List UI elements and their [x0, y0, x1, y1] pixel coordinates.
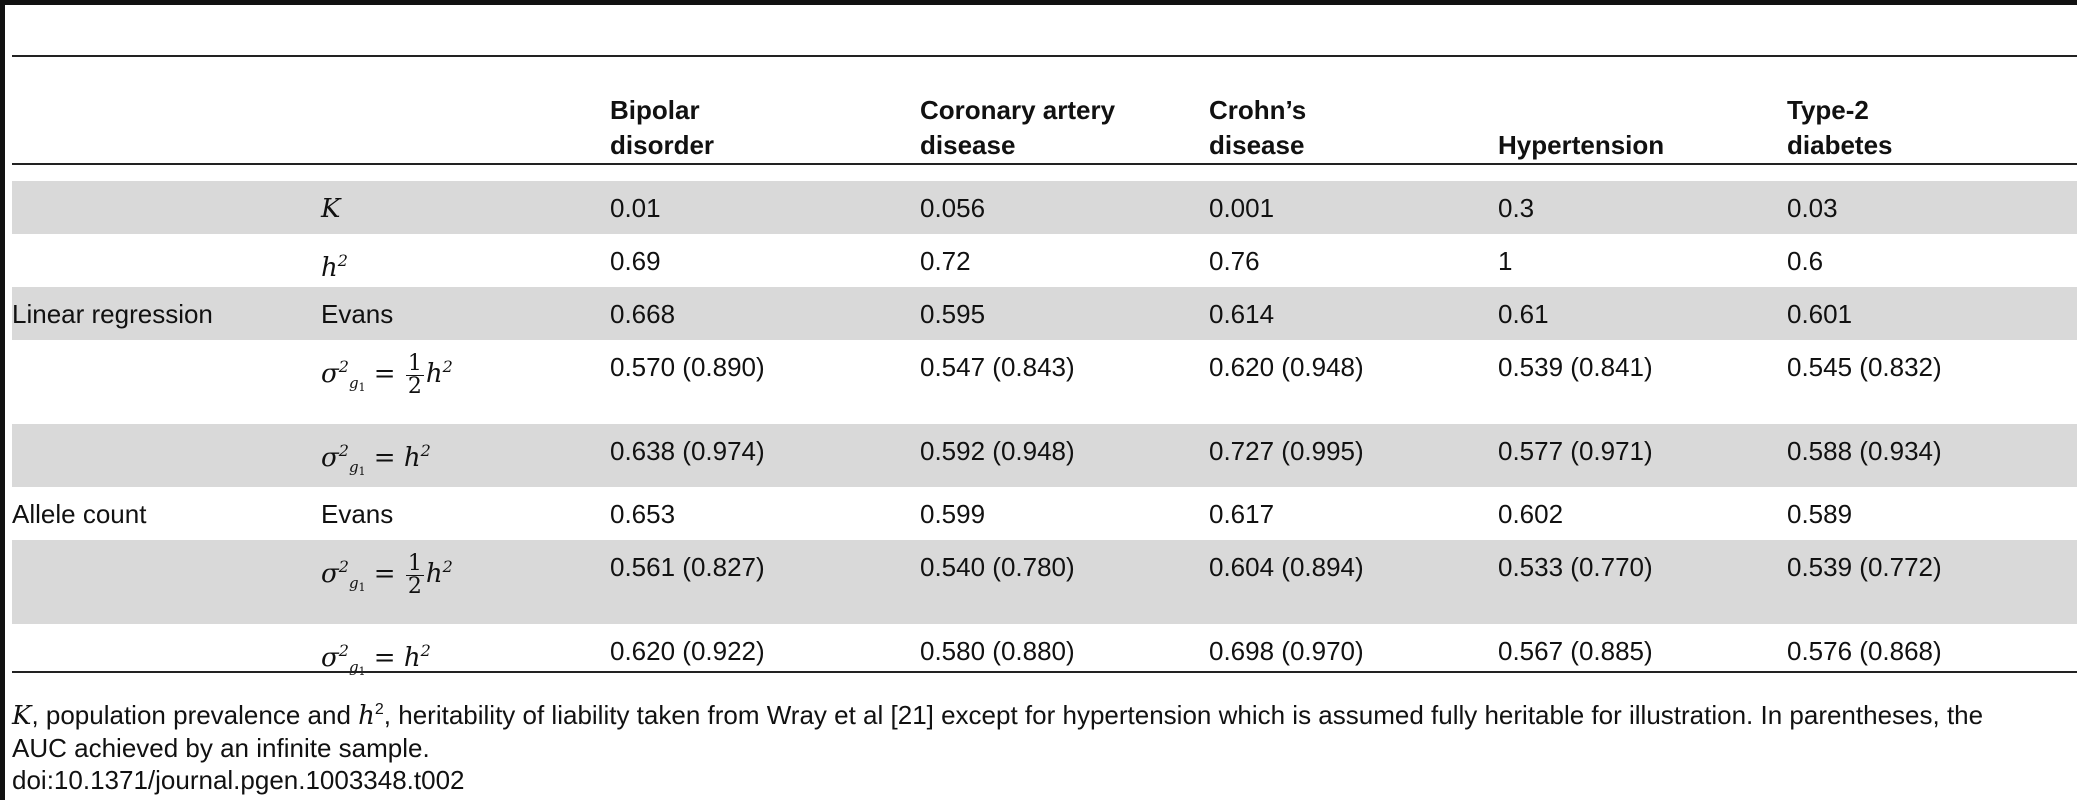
top-border — [0, 0, 2077, 5]
cell: 0.727 (0.995) — [1209, 424, 1498, 487]
header-coronary: Coronary artery disease — [920, 95, 1116, 160]
row-group-linear-regression: Linear regression — [12, 287, 321, 340]
cell: 0.547 (0.843) — [920, 352, 1075, 382]
table-row-linear-half: σ2g1 = 1 2 h2 0.570 (0.890) 0.547 (0.843) … — [12, 340, 2077, 424]
row-label-sigma-h2: σ2g1 = h2 — [321, 424, 610, 487]
table-row-allele-half: σ2g1 = 1 2 h2 0.561 (0.827) 0.540 (0.780) … — [12, 540, 2077, 624]
row-group — [12, 624, 321, 687]
cell: 0.592 (0.948) — [920, 424, 1209, 487]
cell: 0.539 (0.841) — [1498, 352, 1653, 382]
cell: 0.614 — [1209, 287, 1498, 340]
cell: 0.561 (0.827) — [610, 540, 920, 624]
cell: 0.567 (0.885) — [1498, 636, 1653, 666]
cell: 0.6 — [1787, 246, 1824, 276]
row-group-allele-count: Allele count — [12, 499, 147, 529]
cell: 0.580 (0.880) — [920, 636, 1075, 666]
row-label-sigma-half-h2: σ2g1 = 1 2 h2 — [321, 540, 610, 624]
cell: 0.698 (0.970) — [1209, 636, 1364, 666]
cell: 0.602 — [1498, 499, 1564, 529]
cell: 0.577 (0.971) — [1498, 424, 1787, 487]
row-label-sigma-h2: σ2g1 = h2 — [321, 641, 431, 678]
table-row-k: K 0.01 0.056 0.001 0.3 0.03 — [12, 181, 2077, 234]
cell: 0.69 — [610, 246, 661, 276]
footnote-line-2: AUC achieved by an infinite sample. — [12, 733, 430, 763]
cell: 0.599 — [920, 499, 986, 529]
cell: 0.001 — [1209, 181, 1498, 234]
table-row-linear-full: σ2g1 = h2 0.638 (0.974) 0.592 (0.948) 0.… — [12, 424, 2077, 487]
cell: 0.601 — [1787, 287, 2077, 340]
cell: 0.545 (0.832) — [1787, 352, 1942, 382]
cell: 0.3 — [1498, 181, 1787, 234]
doi-link[interactable]: doi:10.1371/journal.pgen.1003348.t002 — [12, 765, 465, 795]
cell: 0.576 (0.868) — [1787, 636, 1942, 666]
row-label-sigma-half-h2: σ2g1 = 1 2 h2 — [321, 350, 453, 399]
cell: 0.01 — [610, 181, 920, 234]
row-group — [12, 234, 321, 287]
header-t2d: Type-2 diabetes — [1787, 95, 1893, 160]
cell: 0.61 — [1498, 287, 1787, 340]
table-header-row: Bipolar disorder Coronary artery disease C… — [12, 57, 2077, 181]
cell: 0.03 — [1787, 181, 2077, 234]
row-group — [12, 181, 321, 234]
cell: 0.056 — [920, 181, 1209, 234]
cell: 0.620 (0.922) — [610, 636, 765, 666]
footnote-line-1: K, population prevalence and h2, heritab… — [12, 700, 1984, 731]
table-footnote: K, population prevalence and h2, heritab… — [12, 694, 2072, 796]
row-label-k: K — [321, 181, 610, 234]
cell: 0.604 (0.894) — [1209, 540, 1498, 624]
cell: 0.588 (0.934) — [1787, 424, 2077, 487]
header-hypertension: Hypertension — [1498, 130, 1665, 160]
row-label-evans: Evans — [321, 287, 610, 340]
cell: 0.72 — [920, 246, 971, 276]
cell: 0.533 (0.770) — [1498, 540, 1787, 624]
table-row-h2: h2 0.69 0.72 0.76 1 0.6 — [12, 234, 2077, 287]
table-row-allele-full: σ2g1 = h2 0.620 (0.922) 0.580 (0.880) 0.… — [12, 624, 2077, 687]
results-table: Bipolar disorder Coronary artery disease C… — [12, 57, 2077, 687]
header-bipolar: Bipolar disorder — [610, 95, 715, 160]
row-label-h2: h2 — [321, 251, 348, 283]
cell: 0.539 (0.772) — [1787, 540, 2077, 624]
table-bottom-rule — [12, 671, 2077, 673]
cell: 0.540 (0.780) — [920, 540, 1209, 624]
cell: 0.76 — [1209, 246, 1260, 276]
header-bottom-rule — [12, 163, 2077, 165]
row-group — [12, 424, 321, 487]
cell: 0.638 (0.974) — [610, 424, 920, 487]
cell: 0.589 — [1787, 499, 1853, 529]
cell: 0.653 — [610, 499, 676, 529]
table-row-allele-evans: Allele count Evans 0.653 0.599 0.617 0.6… — [12, 487, 2077, 540]
cell: 0.617 — [1209, 499, 1275, 529]
left-border — [0, 0, 5, 800]
row-group — [12, 340, 321, 424]
header-crohns: Crohn’s disease — [1209, 95, 1307, 160]
cell: 0.668 — [610, 287, 920, 340]
cell: 1 — [1498, 246, 1513, 276]
cell: 0.620 (0.948) — [1209, 352, 1364, 382]
table-row-linear-evans: Linear regression Evans 0.668 0.595 0.61… — [12, 287, 2077, 340]
table-top-rule — [12, 55, 2077, 57]
row-label-evans: Evans — [321, 499, 394, 529]
cell: 0.570 (0.890) — [610, 352, 765, 382]
row-group — [12, 540, 321, 624]
cell: 0.595 — [920, 287, 1209, 340]
